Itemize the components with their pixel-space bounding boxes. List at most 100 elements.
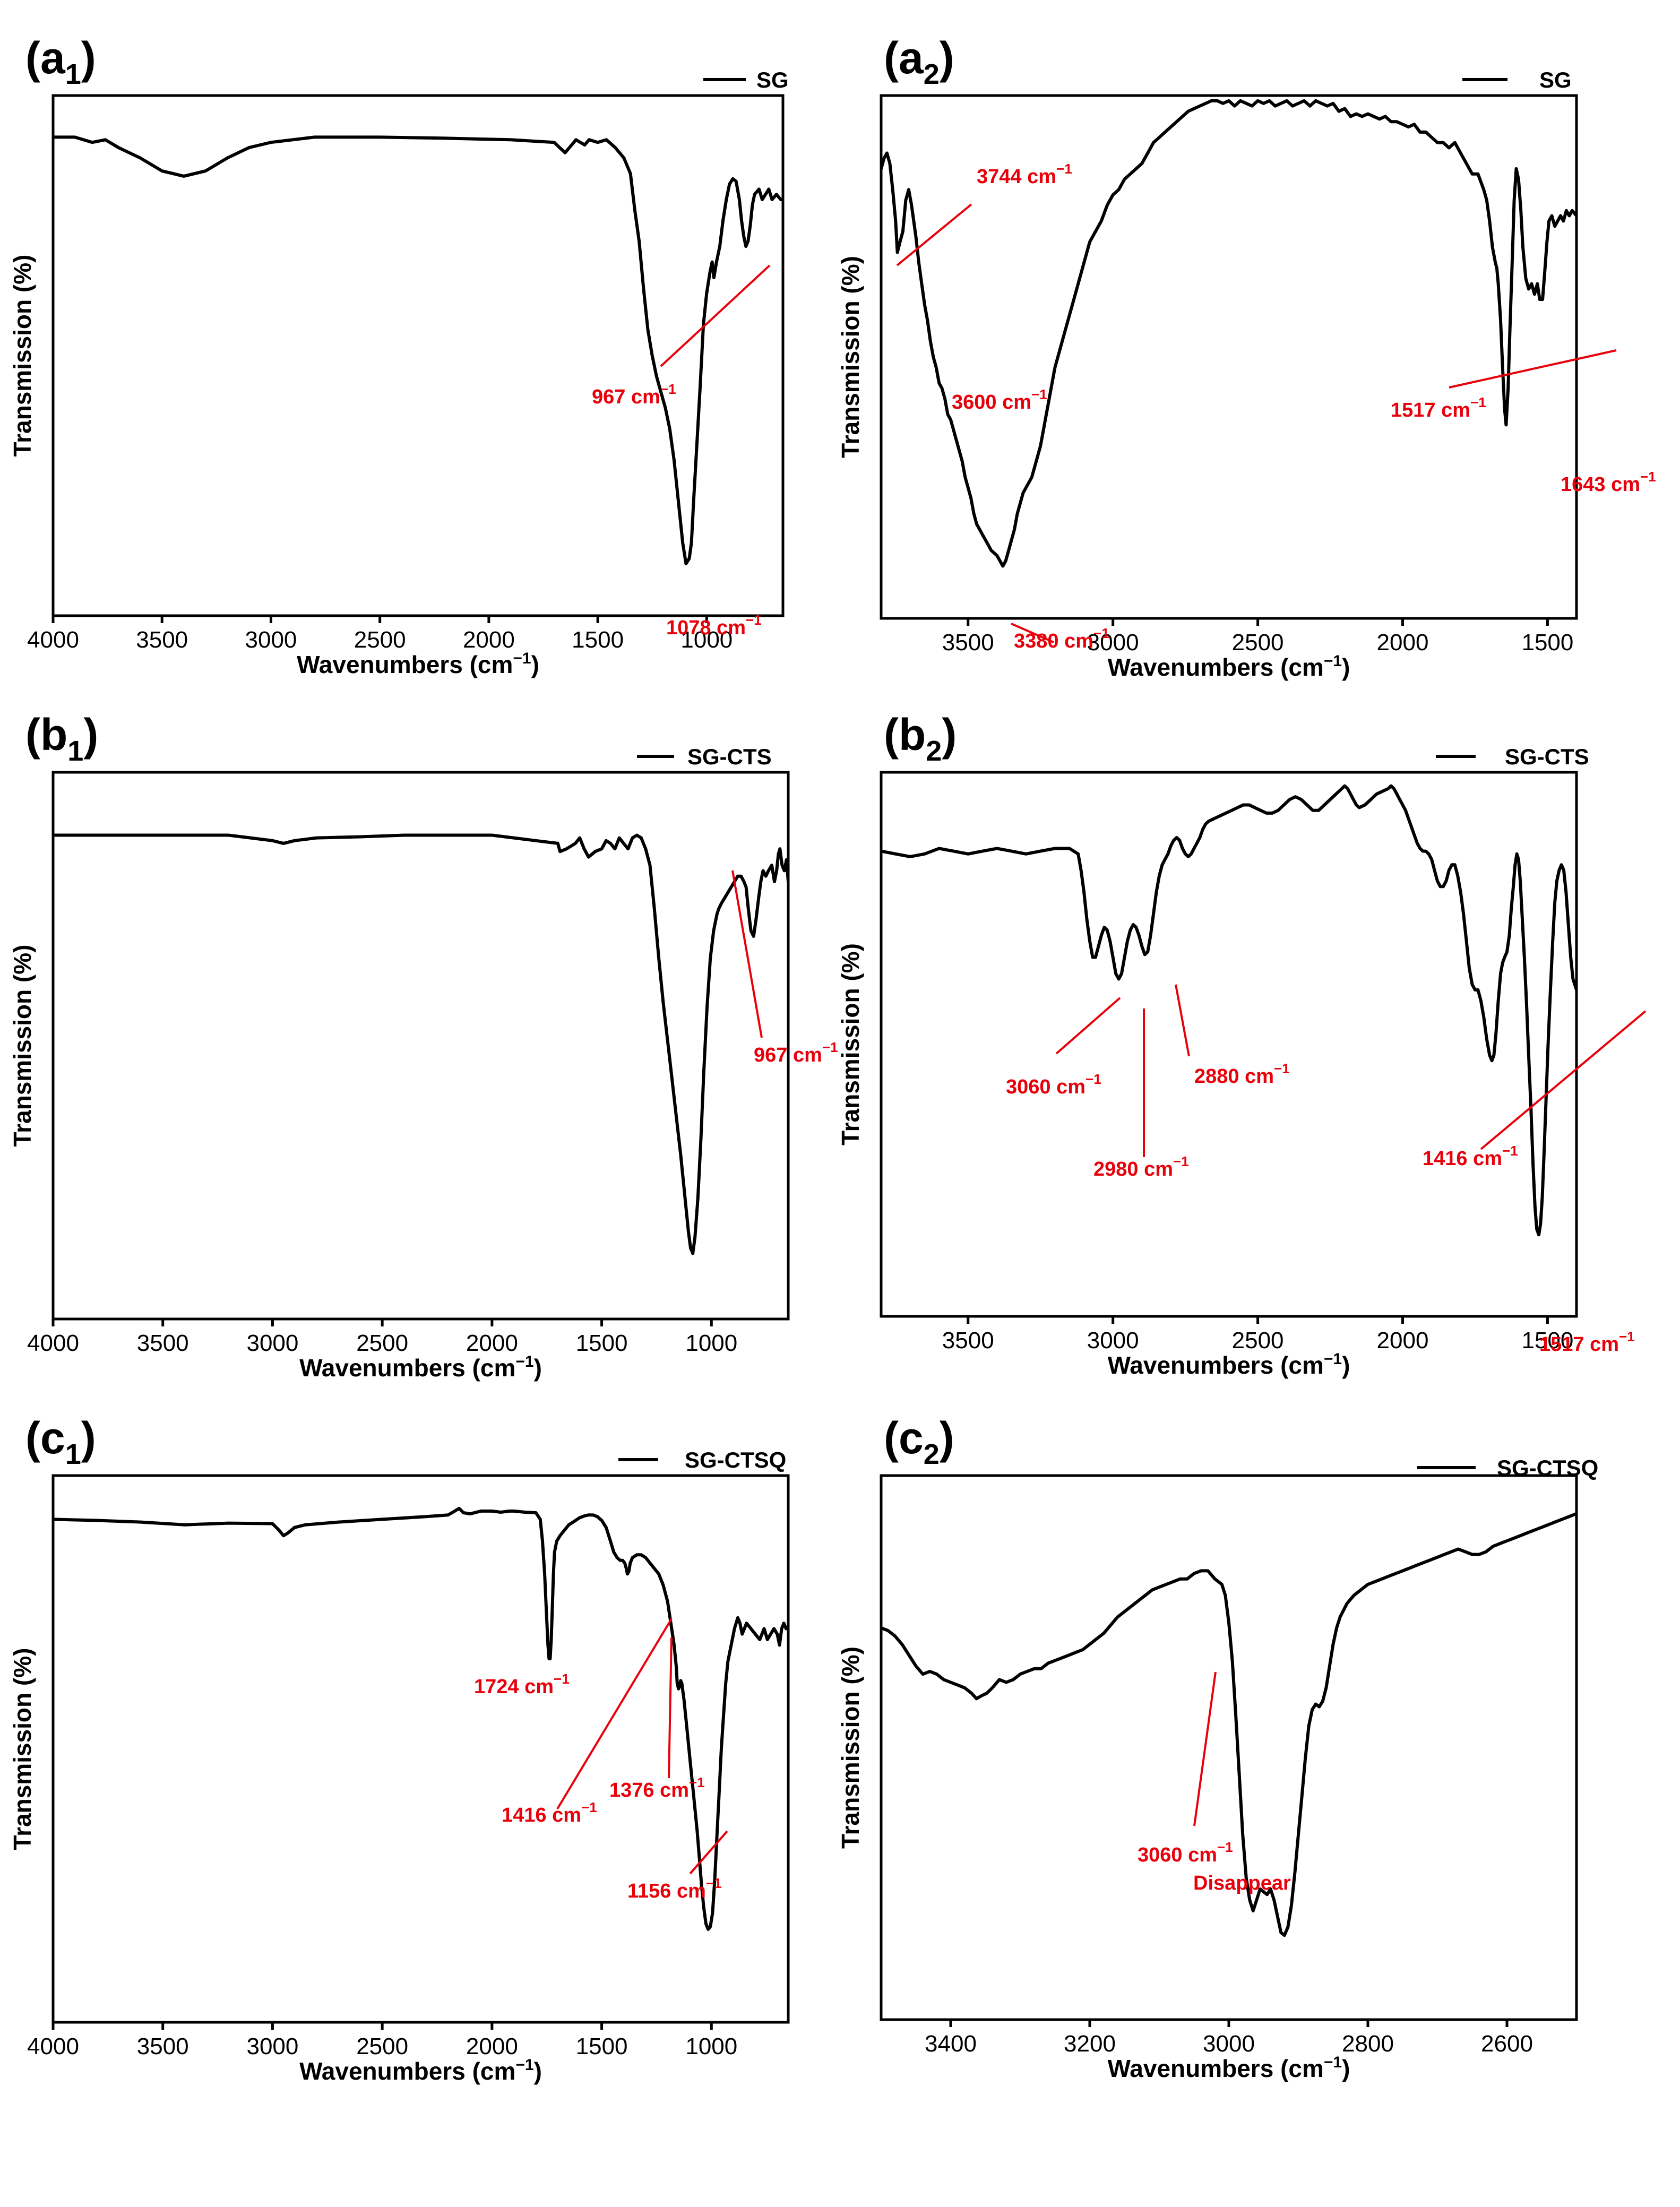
annotation-leader-line: [668, 1637, 673, 1779]
annotation-label: 1517 cm−1: [1391, 394, 1486, 421]
annotation-label: Disappear: [1193, 1872, 1291, 1894]
x-tick-label: 2500: [1232, 630, 1284, 656]
x-tick-label: 2000: [463, 627, 515, 653]
legend-label: SG-CTSQ: [685, 1447, 786, 1472]
y-axis-label: Transmission (%): [8, 1648, 36, 1850]
y-axis-label: Transmission (%): [837, 1646, 864, 1849]
annotation-label: 2880 cm−1: [1194, 1061, 1290, 1088]
annotation-leader-line: [1055, 997, 1121, 1055]
annotation-leader-line: [731, 870, 763, 1038]
plot-frame: [51, 94, 785, 617]
panel-a2: 3500 3000 2500 2000 1500 Wavenumbers (cm−1) Tr…: [837, 33, 1656, 681]
x-tick-label: 1000: [685, 1330, 737, 1356]
series-line-sg: [881, 99, 1576, 568]
x-tick-label: 3000: [246, 1330, 298, 1356]
panel-label: (a1): [25, 33, 96, 90]
x-tick-label: 1000: [680, 627, 733, 653]
x-tick-label: 1500: [572, 627, 624, 653]
y-axis-label: Transmission (%): [837, 256, 864, 458]
x-tick-label: 3500: [942, 1327, 994, 1353]
annotation-label: 1517 cm−1: [1539, 1329, 1635, 1356]
plot-frame: [880, 771, 1578, 1318]
plot-frame: [880, 94, 1578, 620]
x-tick-label: 1500: [1521, 1327, 1573, 1353]
annotation-label: 1416 cm−1: [1423, 1143, 1518, 1170]
panel-label: (a2): [884, 33, 954, 90]
panel-label: (c1): [25, 1413, 96, 1470]
annotation-label: 3600 cm−1: [952, 386, 1047, 413]
x-tick-label: 1000: [685, 2033, 737, 2059]
annotation-label: 1416 cm−1: [502, 1799, 597, 1826]
x-tick-label: 3000: [1087, 1327, 1139, 1353]
annotation-label: 2980 cm−1: [1093, 1153, 1189, 1180]
panels: 4000 3500 3000 2500 2000 1500 1000 Wavenumbers …: [8, 33, 1656, 2085]
x-tick-label: 3500: [136, 627, 188, 653]
annotation-leader-line: [1480, 1010, 1647, 1150]
x-tick-label: 4000: [27, 1330, 79, 1356]
annotation-leader-line: [896, 203, 972, 266]
x-tick-label: 3000: [245, 627, 297, 653]
panel-label: (b2): [884, 710, 957, 767]
legend-label: SG-CTS: [687, 744, 772, 769]
series-line-sg-ctsq: [881, 1512, 1576, 1937]
x-tick-label: 3200: [1064, 2031, 1116, 2057]
x-axis-label: Wavenumbers (cm−1): [299, 2056, 542, 2085]
x-tick-label: 4000: [27, 2033, 79, 2059]
annotation-label: 1643 cm−1: [1561, 469, 1656, 496]
annotation-leader-line: [1449, 349, 1617, 389]
annotation-label: 1078 cm−1: [666, 612, 762, 639]
annotation-leader-line: [1193, 1671, 1217, 1826]
x-tick-label: 3000: [1087, 630, 1139, 656]
x-axis-label: Wavenumbers (cm−1): [1108, 652, 1350, 681]
annotation-label: 3060 cm−1: [1006, 1071, 1101, 1098]
annotation-label: 967 cm−1: [754, 1039, 838, 1066]
annotation-leader-line: [1175, 984, 1190, 1057]
annotation-leader-line: [660, 264, 771, 367]
panel-c1: 4000 3500 3000 2500 2000 1500 1000 Wavenumbers …: [8, 1413, 790, 2085]
x-axis-label: Wavenumbers (cm−1): [1108, 2054, 1350, 2082]
annotation-label: 3060 cm−1: [1138, 1839, 1233, 1866]
x-tick-label: 2800: [1342, 2031, 1394, 2057]
x-tick-label: 2000: [1377, 1327, 1429, 1353]
series-line-sg-ctsq: [53, 1506, 788, 1931]
series-line-sg-cts: [53, 833, 788, 1255]
panel-label: (b1): [25, 710, 98, 767]
annotation-label: 1724 cm−1: [474, 1671, 570, 1698]
x-tick-label: 2000: [466, 1330, 518, 1356]
x-tick-label: 3000: [1203, 2031, 1255, 2057]
x-tick-label: 4000: [27, 627, 79, 653]
x-tick-label: 2600: [1481, 2031, 1533, 2057]
x-tick-label: 3500: [942, 630, 994, 656]
legend-label: SG: [1539, 67, 1572, 92]
x-axis-label: Wavenumbers (cm−1): [1108, 1350, 1350, 1379]
annotation-label: 3744 cm−1: [977, 161, 1072, 188]
x-axis-label: Wavenumbers (cm−1): [297, 650, 539, 678]
x-tick-label: 2000: [1377, 630, 1429, 656]
annotation-leader-line: [556, 1618, 673, 1810]
panel-c2: 3400 3200 3000 2800 2600 Wavenumbers (cm−1) Tr…: [837, 1413, 1598, 2082]
annotation-label: 1376 cm−1: [609, 1774, 705, 1801]
y-axis-label: Transmission (%): [837, 943, 864, 1145]
x-axis-label: Wavenumbers (cm−1): [299, 1353, 542, 1382]
panel-label: (c2): [884, 1413, 954, 1470]
plot-frame: [51, 771, 790, 1321]
annotation-label: 1156 cm−1: [627, 1875, 722, 1902]
x-tick-label: 3500: [137, 1330, 189, 1356]
panel-a1: 4000 3500 3000 2500 2000 1500 1000 Wavenumbers …: [8, 33, 789, 678]
x-tick-label: 3500: [137, 2033, 189, 2059]
x-tick-label: 2500: [356, 1330, 408, 1356]
x-tick-label: 2500: [354, 627, 406, 653]
series-line-sg-cts: [881, 784, 1576, 1237]
x-tick-label: 3000: [246, 2033, 298, 2059]
annotation-label: 3380 cm−1: [1014, 625, 1109, 652]
x-tick-label: 2500: [356, 2033, 408, 2059]
x-tick-label: 1500: [576, 2033, 628, 2059]
plot-frame: [51, 1474, 790, 2024]
y-axis-label: Transmission (%): [8, 255, 36, 457]
annotation-leader-line: [1011, 623, 1054, 643]
panel-b1: 4000 3500 3000 2500 2000 1500 1000 Wavenumbers …: [8, 710, 838, 1382]
legend-label: SG-CTSQ: [1497, 1455, 1598, 1480]
x-tick-label: 1500: [576, 1330, 628, 1356]
